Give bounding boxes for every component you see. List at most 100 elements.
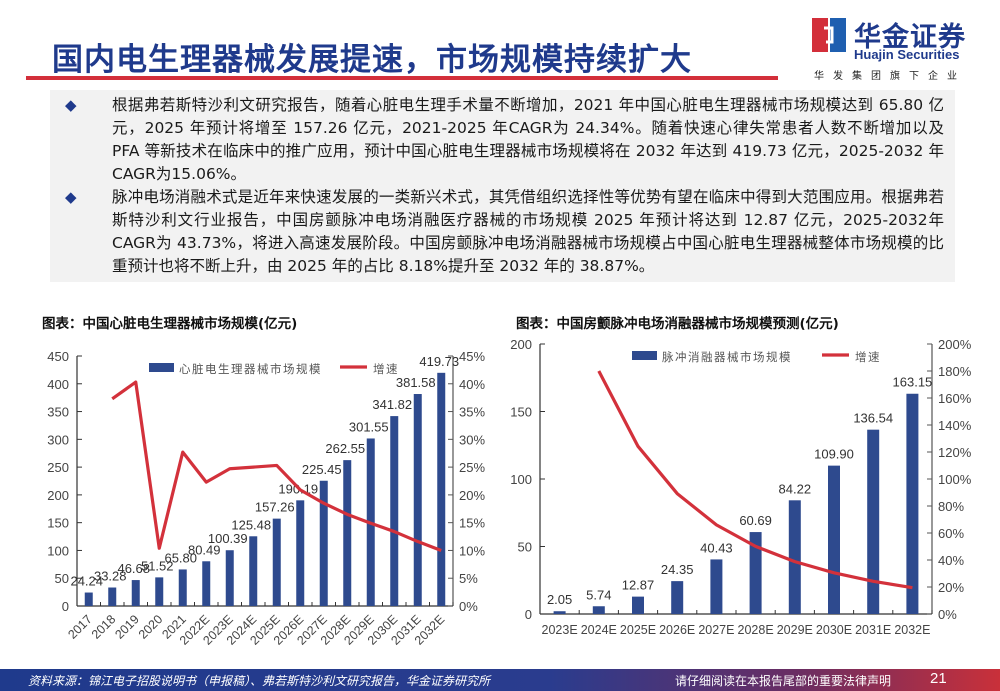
y-tick-label: 100 — [47, 543, 69, 558]
legend-bar-label: 心脏电生理器械市场规模 — [179, 362, 322, 376]
bar-value-label: 40.43 — [700, 540, 733, 555]
y2-tick-label: 60% — [938, 526, 964, 541]
y2-tick-label: 10% — [459, 543, 485, 558]
bar — [296, 500, 305, 606]
y-tick-label: 150 — [47, 516, 69, 531]
bar-value-label: 136.54 — [853, 411, 893, 426]
bar-value-label: 157.26 — [255, 500, 295, 515]
bar — [319, 480, 328, 606]
bar-value-label: 419.73 — [419, 354, 459, 369]
bar — [437, 372, 446, 606]
bar — [272, 518, 281, 606]
y2-tick-label: 15% — [459, 516, 485, 531]
bar-value-label: 5.74 — [586, 587, 611, 602]
logo-en: Huajin Securities — [854, 47, 960, 62]
y2-tick-label: 20% — [459, 488, 485, 503]
y-tick-label: 50 — [518, 540, 532, 555]
bar-value-label: 12.87 — [622, 578, 655, 593]
y2-tick-label: 20% — [938, 580, 964, 595]
y2-tick-label: 200% — [938, 337, 972, 352]
y2-tick-label: 40% — [459, 377, 485, 392]
legend-bar-swatch — [632, 351, 657, 360]
bar-value-label: 60.69 — [739, 513, 772, 528]
x-tick-label: 2027E — [698, 623, 734, 637]
y2-tick-label: 25% — [459, 460, 485, 475]
x-tick-label: 2029E — [777, 623, 813, 637]
y2-tick-label: 180% — [938, 364, 972, 379]
ep-market-size-chart: 0 50 100 150 200 250 300 350 400 450 0% 5% 10% 15% 20%… — [47, 349, 485, 648]
y-tick-label: 250 — [47, 460, 69, 475]
y2-tick-label: 0% — [459, 599, 478, 614]
y2-tick-label: 140% — [938, 418, 972, 433]
page-number: 21 — [930, 670, 947, 687]
x-tick-label: 2028E — [738, 623, 774, 637]
bar-value-label: 381.58 — [396, 375, 436, 390]
title-underline — [26, 76, 778, 80]
bar — [592, 606, 605, 614]
chart-title-right: 图表：中国房颤脉冲电场消融器械市场规模预测(亿元) — [516, 316, 839, 332]
y-tick-label: 100 — [510, 472, 532, 487]
bar — [413, 394, 422, 606]
y-tick-label: 0 — [62, 599, 69, 614]
y2-tick-label: 45% — [459, 349, 485, 364]
bar — [155, 577, 164, 606]
legend-bar-label: 脉冲消融器械市场规模 — [662, 350, 792, 364]
x-tick-label: 2023E — [542, 623, 578, 637]
summary-box: ◆ 根据弗若斯特沙利文研究报告，随着心脏电生理手术量不断增加，2021 年中国心… — [50, 90, 955, 282]
y2-tick-label: 120% — [938, 445, 972, 460]
y2-tick-label: 80% — [938, 499, 964, 514]
y2-tick-label: 5% — [459, 571, 478, 586]
bar — [906, 393, 919, 614]
y-tick-label: 200 — [510, 337, 532, 352]
x-tick-label: 2032E — [894, 623, 930, 637]
diamond-bullet-icon: ◆ — [65, 97, 77, 114]
bar — [108, 587, 117, 606]
logo-subtitle: 华发集团旗下企业 — [814, 71, 966, 82]
y2-tick-label: 30% — [459, 432, 485, 447]
y-tick-label: 0 — [525, 607, 532, 622]
bar-value-label: 46.68 — [117, 561, 150, 576]
growth-line — [111, 380, 442, 552]
pfa-market-size-chart: 0 50 100 150 200 0% 20% 40% 60% 80% 100% 120% 140% 16… — [510, 337, 972, 637]
bar-value-label: 341.82 — [372, 397, 412, 412]
bar — [867, 429, 880, 614]
bar-value-label: 51.52 — [141, 558, 174, 573]
company-logo: 华金证券 Huajin Securities 华发集团旗下企业 — [812, 15, 982, 87]
x-tick-label: 2025E — [620, 623, 656, 637]
bar-value-label: 65.80 — [164, 550, 197, 565]
y-tick-label: 450 — [47, 349, 69, 364]
y-tick-label: 200 — [47, 488, 69, 503]
y2-tick-label: 100% — [938, 472, 972, 487]
bar — [553, 611, 566, 614]
page-title: 国内电生理器械发展提速，市场规模持续扩大 — [52, 42, 692, 78]
growth-line — [597, 370, 913, 590]
y2-tick-label: 40% — [938, 553, 964, 568]
bar-value-label: 24.35 — [661, 562, 694, 577]
bar-value-label: 24.24 — [70, 574, 103, 589]
legend-line-label: 增速 — [373, 362, 399, 376]
bar — [390, 416, 399, 606]
summary-paragraph-2: 脉冲电场消融术式是近年来快速发展的一类新兴术式，其凭借组织选择性等优势有望在临床… — [112, 188, 944, 275]
x-tick-label: 2026E — [659, 623, 695, 637]
footer-source: 资料来源：锦江电子招股说明书（申报稿）、弗若斯特沙利文研究报告，华金证券研究所 — [28, 674, 491, 688]
x-tick-label: 2030E — [816, 623, 852, 637]
bar — [749, 532, 762, 614]
y-tick-label: 300 — [47, 432, 69, 447]
logo-mark-icon — [812, 18, 846, 52]
bar — [343, 460, 352, 606]
bar — [828, 465, 840, 614]
legend-bar-swatch — [149, 363, 174, 372]
diamond-bullet-icon: ◆ — [65, 189, 77, 206]
bar — [225, 550, 234, 606]
bar — [131, 580, 140, 606]
bar — [710, 559, 723, 614]
bar-value-label: 125.48 — [231, 517, 271, 532]
chart-title-left: 图表：中国心脏电生理器械市场规模(亿元) — [42, 316, 298, 332]
y-tick-label: 400 — [47, 377, 69, 392]
footer-bar: 资料来源：锦江电子招股说明书（申报稿）、弗若斯特沙利文研究报告，华金证券研究所 … — [0, 669, 1000, 691]
bar-value-label: 109.90 — [814, 447, 854, 462]
y2-tick-label: 160% — [938, 391, 972, 406]
bar-value-label: 84.22 — [779, 481, 812, 496]
bar-value-label: 2.05 — [547, 592, 572, 607]
bar — [632, 596, 644, 614]
